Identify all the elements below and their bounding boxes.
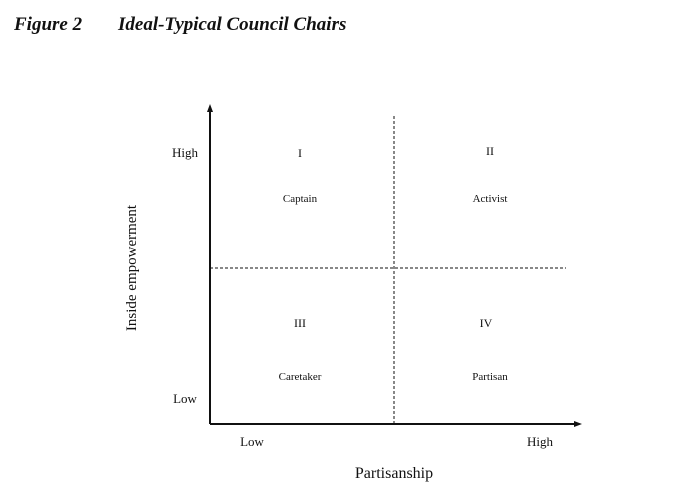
quadrant-3-name: Caretaker [279,371,322,383]
quadrant-4-numeral: IV [480,316,493,330]
x-axis-title: Partisanship [355,465,433,482]
quadrant-2-name: Activist [473,193,508,205]
quadrant-3-numeral: III [294,316,306,330]
y-axis-title: Inside empowerment [124,204,140,331]
y-low-label: Low [173,391,197,406]
x-low-label: Low [240,434,264,449]
quadrant-4-name: Partisan [472,371,508,383]
figure-title: Ideal-Typical Council Chairs [118,14,347,35]
figure-label: Figure 2 [14,14,83,35]
y-high-label: High [172,145,199,160]
x-high-label: High [527,434,554,449]
quadrant-2-numeral: II [486,144,494,158]
quadrant-1-name: Captain [283,193,318,205]
quadrant-1-numeral: I [298,146,302,160]
